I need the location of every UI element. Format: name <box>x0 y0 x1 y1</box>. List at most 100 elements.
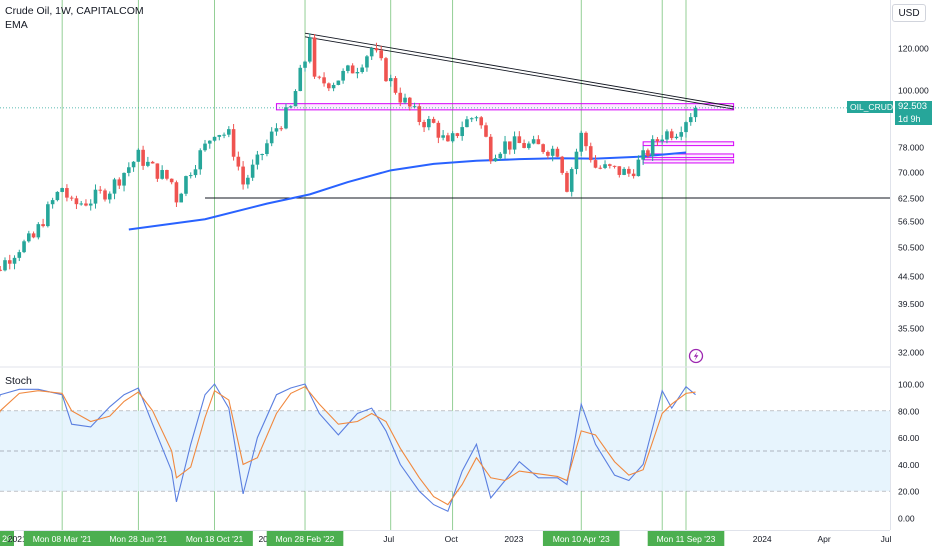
candle <box>274 123 279 136</box>
candle <box>327 82 331 92</box>
stoch-indicator-label[interactable]: Stoch <box>5 375 32 387</box>
candle <box>422 119 426 133</box>
candle <box>579 130 584 156</box>
candle-body <box>593 160 598 168</box>
candle <box>207 140 212 149</box>
candle <box>655 136 660 146</box>
price-zone <box>642 141 735 147</box>
candle-body <box>603 164 607 168</box>
candle <box>312 34 317 79</box>
candle-body <box>117 179 122 186</box>
candle <box>341 68 345 84</box>
candle-body <box>636 159 641 177</box>
candle-body <box>74 198 79 205</box>
candle-body <box>331 84 336 89</box>
candle <box>88 199 93 211</box>
time-marker-text: Mon 08 Mar '21 <box>33 534 92 544</box>
candle <box>365 55 369 72</box>
candle-body <box>512 136 517 150</box>
candle <box>622 167 626 176</box>
candle <box>488 133 493 164</box>
candle-body <box>646 150 650 156</box>
candle <box>574 148 579 175</box>
candle <box>79 200 83 206</box>
candle <box>22 239 26 254</box>
candle <box>293 89 298 107</box>
trendline <box>304 36 734 110</box>
candle <box>660 135 664 145</box>
candle-body <box>141 149 145 166</box>
candle-body <box>560 156 564 173</box>
candle-body <box>541 144 545 152</box>
candle-body <box>7 260 12 264</box>
candle-body <box>469 118 474 120</box>
candle-body <box>269 131 274 144</box>
candle-body <box>146 161 150 166</box>
candle <box>550 145 555 162</box>
candle <box>555 146 560 158</box>
ema-indicator-label[interactable]: EMA <box>5 19 28 31</box>
candle-body <box>493 158 498 162</box>
candle <box>136 148 141 162</box>
candle <box>393 76 398 95</box>
candle-body <box>365 56 369 68</box>
candle <box>117 177 122 189</box>
candle <box>617 166 622 178</box>
price-tick-label: 44.500 <box>898 272 924 282</box>
candle <box>565 171 569 193</box>
candle-body <box>12 257 17 264</box>
candle-body <box>69 197 74 199</box>
candle <box>307 33 312 64</box>
candle <box>17 249 22 262</box>
candle-body <box>612 165 617 167</box>
candle-body <box>555 148 560 157</box>
candle <box>179 192 184 203</box>
candle <box>265 139 269 157</box>
candle-body <box>369 48 374 57</box>
candle-body <box>503 141 507 154</box>
price-axis[interactable]: 120.000 100.000 78.000 70.000 62.500 56.500 50… <box>890 0 932 550</box>
candle-body <box>393 78 398 93</box>
time-marker-label: Mon 08 Mar '21 <box>23 531 101 546</box>
candle <box>446 132 450 142</box>
currency-button[interactable]: USD <box>892 4 926 22</box>
time-marker-bg <box>100 531 177 546</box>
candle-body <box>427 118 431 128</box>
candle-body <box>417 106 422 122</box>
candle-body <box>627 168 631 174</box>
candle-body <box>55 191 60 201</box>
stoch-lines <box>0 383 696 513</box>
candle-body <box>93 189 98 204</box>
candle <box>546 150 550 159</box>
candle <box>541 143 545 154</box>
symbol-title[interactable]: Crude Oil, 1W, CAPITALCOM <box>5 5 144 17</box>
candle-body <box>255 154 260 165</box>
stoch-d-line <box>0 386 696 506</box>
candle-body <box>474 117 479 119</box>
candle-body <box>31 233 36 238</box>
lightning-icon[interactable] <box>688 348 704 364</box>
candle-body <box>298 67 303 92</box>
left-edge-label: 20 <box>0 531 14 546</box>
time-tick-label: 202 <box>258 534 272 544</box>
candle <box>0 265 3 272</box>
candle-body <box>379 50 384 59</box>
candle-body <box>431 118 436 123</box>
candle-body <box>88 203 93 206</box>
time-tick-label: 2021 <box>8 534 27 544</box>
candle <box>112 177 117 200</box>
candle-body <box>660 139 664 142</box>
candle-body <box>679 132 684 137</box>
stoch-k-line <box>0 383 696 513</box>
price-tick-label: 35.500 <box>898 324 924 334</box>
candle-body <box>188 175 193 177</box>
candle-body <box>312 37 317 77</box>
candle <box>217 134 222 141</box>
candle-body <box>412 106 417 108</box>
candle <box>193 165 198 178</box>
candle-body <box>0 269 3 271</box>
ema-path <box>128 151 687 231</box>
candle <box>465 116 469 128</box>
